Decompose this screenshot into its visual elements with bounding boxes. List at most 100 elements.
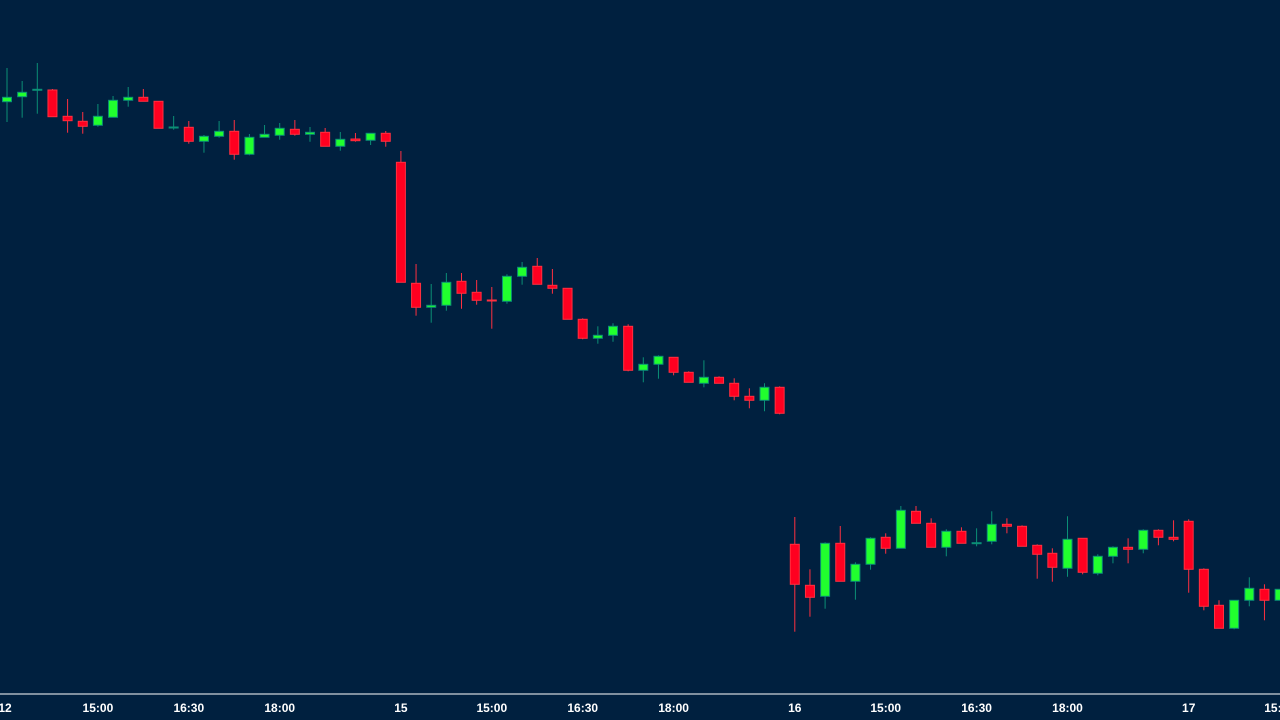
candle-up xyxy=(986,511,997,545)
candle-down xyxy=(1032,544,1043,579)
candle-body xyxy=(289,128,300,135)
candle-up xyxy=(1062,516,1073,577)
candle-body xyxy=(1092,555,1103,574)
candle-body xyxy=(77,120,88,127)
candle-body xyxy=(623,325,634,371)
candle-body xyxy=(1168,536,1179,540)
candle-body xyxy=(17,91,28,98)
candle-down xyxy=(320,128,331,147)
x-tick-label: 16:30 xyxy=(173,701,204,715)
candle-body xyxy=(835,542,846,582)
candle-up xyxy=(335,132,346,151)
candle-body xyxy=(395,161,406,283)
candle-up xyxy=(1092,554,1103,576)
candle-up xyxy=(108,96,119,118)
candle-body xyxy=(471,291,482,301)
candle-body xyxy=(1001,523,1012,527)
candle-body xyxy=(198,135,209,142)
candle-body xyxy=(653,355,664,365)
x-tick-label: 12 xyxy=(0,701,12,715)
candle-body xyxy=(1214,604,1224,629)
candle-body xyxy=(759,386,770,401)
candle-down xyxy=(1168,520,1179,542)
candle-down xyxy=(229,120,240,160)
x-tick-label: 18:00 xyxy=(1052,701,1083,715)
candle-body xyxy=(411,282,422,308)
candle-up xyxy=(638,357,649,383)
candle-body xyxy=(1062,538,1073,569)
candle-body xyxy=(259,133,270,138)
candle-body xyxy=(380,132,391,142)
candle-body xyxy=(214,130,225,137)
candle-up xyxy=(865,537,876,570)
x-tick-label: 15 xyxy=(394,701,408,715)
candle-body xyxy=(517,266,528,277)
candle-up xyxy=(1229,599,1240,630)
candle-down xyxy=(774,386,785,415)
candle-down xyxy=(1077,537,1088,575)
candle-down xyxy=(471,280,482,305)
candle-body xyxy=(911,510,921,524)
candle-body xyxy=(2,96,12,103)
candle-down xyxy=(47,89,58,118)
candle-body xyxy=(335,138,346,147)
candle-up xyxy=(1107,546,1118,564)
candle-down xyxy=(77,112,88,134)
candle-body xyxy=(880,536,891,549)
candle-body xyxy=(608,325,618,336)
candle-down xyxy=(62,99,73,133)
candle-body xyxy=(244,136,255,155)
candle-body xyxy=(1274,588,1280,601)
candle-body xyxy=(350,138,361,142)
x-tick-label: 18:00 xyxy=(658,701,689,715)
candle-body xyxy=(956,530,967,544)
candle-body xyxy=(1183,520,1194,570)
candle-down xyxy=(380,131,391,147)
candle-down xyxy=(532,258,543,285)
candle-up xyxy=(1274,588,1280,601)
candle-body xyxy=(486,299,497,302)
candle-body xyxy=(138,96,149,102)
candle-body xyxy=(1047,552,1058,568)
candle-up xyxy=(1138,529,1149,554)
candle-down xyxy=(289,120,300,136)
candle-up xyxy=(244,134,255,156)
candle-down xyxy=(1183,519,1194,593)
candle-body xyxy=(501,275,512,302)
candle-up xyxy=(305,127,315,142)
candle-up xyxy=(426,284,437,323)
candle-body xyxy=(1138,529,1149,550)
candle-body xyxy=(229,130,240,155)
x-tick-label: 16 xyxy=(788,701,802,715)
candle-down xyxy=(1047,548,1058,582)
candle-body xyxy=(532,265,543,285)
candle-body xyxy=(744,395,755,401)
candle-body xyxy=(986,523,997,542)
candle-down xyxy=(411,264,422,316)
candle-body xyxy=(714,376,725,384)
candle-body xyxy=(426,304,437,308)
candle-down xyxy=(562,287,573,320)
candle-up xyxy=(168,116,179,130)
candles-layer xyxy=(2,63,1280,632)
candle-up xyxy=(501,274,512,304)
candle-body xyxy=(62,115,73,122)
candle-down xyxy=(623,324,634,372)
candle-body xyxy=(865,537,876,565)
candle-up xyxy=(2,68,12,122)
candle-down xyxy=(547,269,558,294)
candle-up xyxy=(608,323,618,342)
candle-up xyxy=(698,360,709,388)
candle-up xyxy=(759,383,770,412)
candle-up xyxy=(941,529,952,557)
candle-down xyxy=(183,121,194,144)
candle-body xyxy=(729,382,740,397)
candle-down xyxy=(1123,538,1134,564)
candle-body xyxy=(941,530,952,548)
candle-down xyxy=(577,318,588,340)
candle-up xyxy=(123,87,134,107)
candle-down xyxy=(789,517,800,632)
candle-body xyxy=(1077,537,1088,573)
candle-up xyxy=(971,528,982,547)
